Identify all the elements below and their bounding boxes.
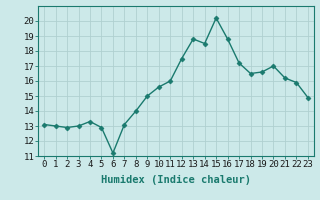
- X-axis label: Humidex (Indice chaleur): Humidex (Indice chaleur): [101, 175, 251, 185]
